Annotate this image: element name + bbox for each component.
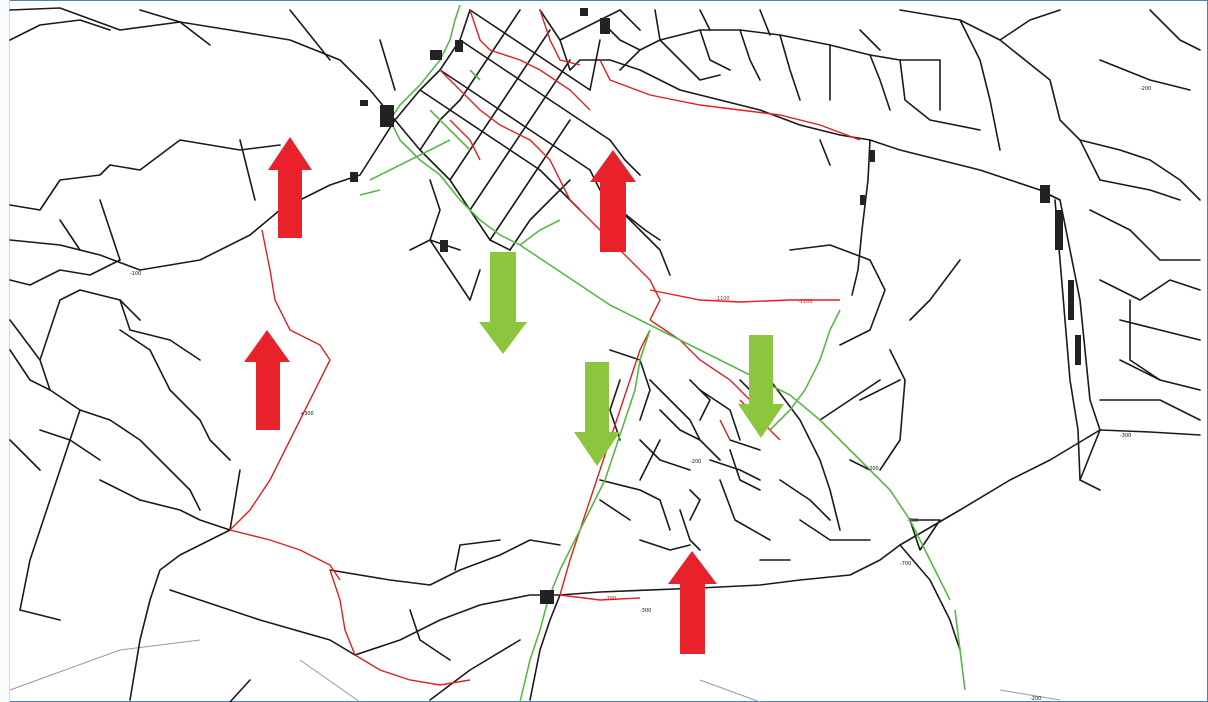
black-network — [9, 7, 1201, 702]
label: -1100 — [715, 296, 730, 302]
label: -300 — [1120, 433, 1131, 439]
label: -700 — [900, 561, 911, 567]
label: -100 — [130, 271, 141, 277]
red-up-arrow — [244, 330, 290, 430]
label: +200 — [865, 466, 879, 472]
green-down-arrow — [479, 252, 527, 354]
label: +300 — [300, 411, 314, 417]
label-marks — [350, 8, 1081, 604]
label: -1100 — [798, 299, 813, 305]
red-up-arrow — [668, 551, 717, 654]
green-arrows — [479, 252, 784, 466]
value-labels: -200 -1100 -1100 -300 -700 -300 -200 -20… — [130, 86, 1151, 702]
red-arrows — [244, 137, 717, 654]
red-up-arrow — [590, 150, 636, 252]
label: -200 — [1030, 696, 1041, 702]
thin-roads — [9, 639, 1061, 702]
label: -300 — [640, 608, 651, 614]
label: -700 — [907, 518, 918, 524]
red-network — [229, 9, 861, 686]
label: -200 — [690, 459, 701, 465]
label: -700 — [605, 596, 616, 602]
green-down-arrow — [738, 335, 784, 438]
left-margin-strip — [0, 0, 10, 702]
red-up-arrow — [268, 137, 312, 238]
label: -200 — [1140, 86, 1151, 92]
green-down-arrow — [574, 362, 620, 466]
